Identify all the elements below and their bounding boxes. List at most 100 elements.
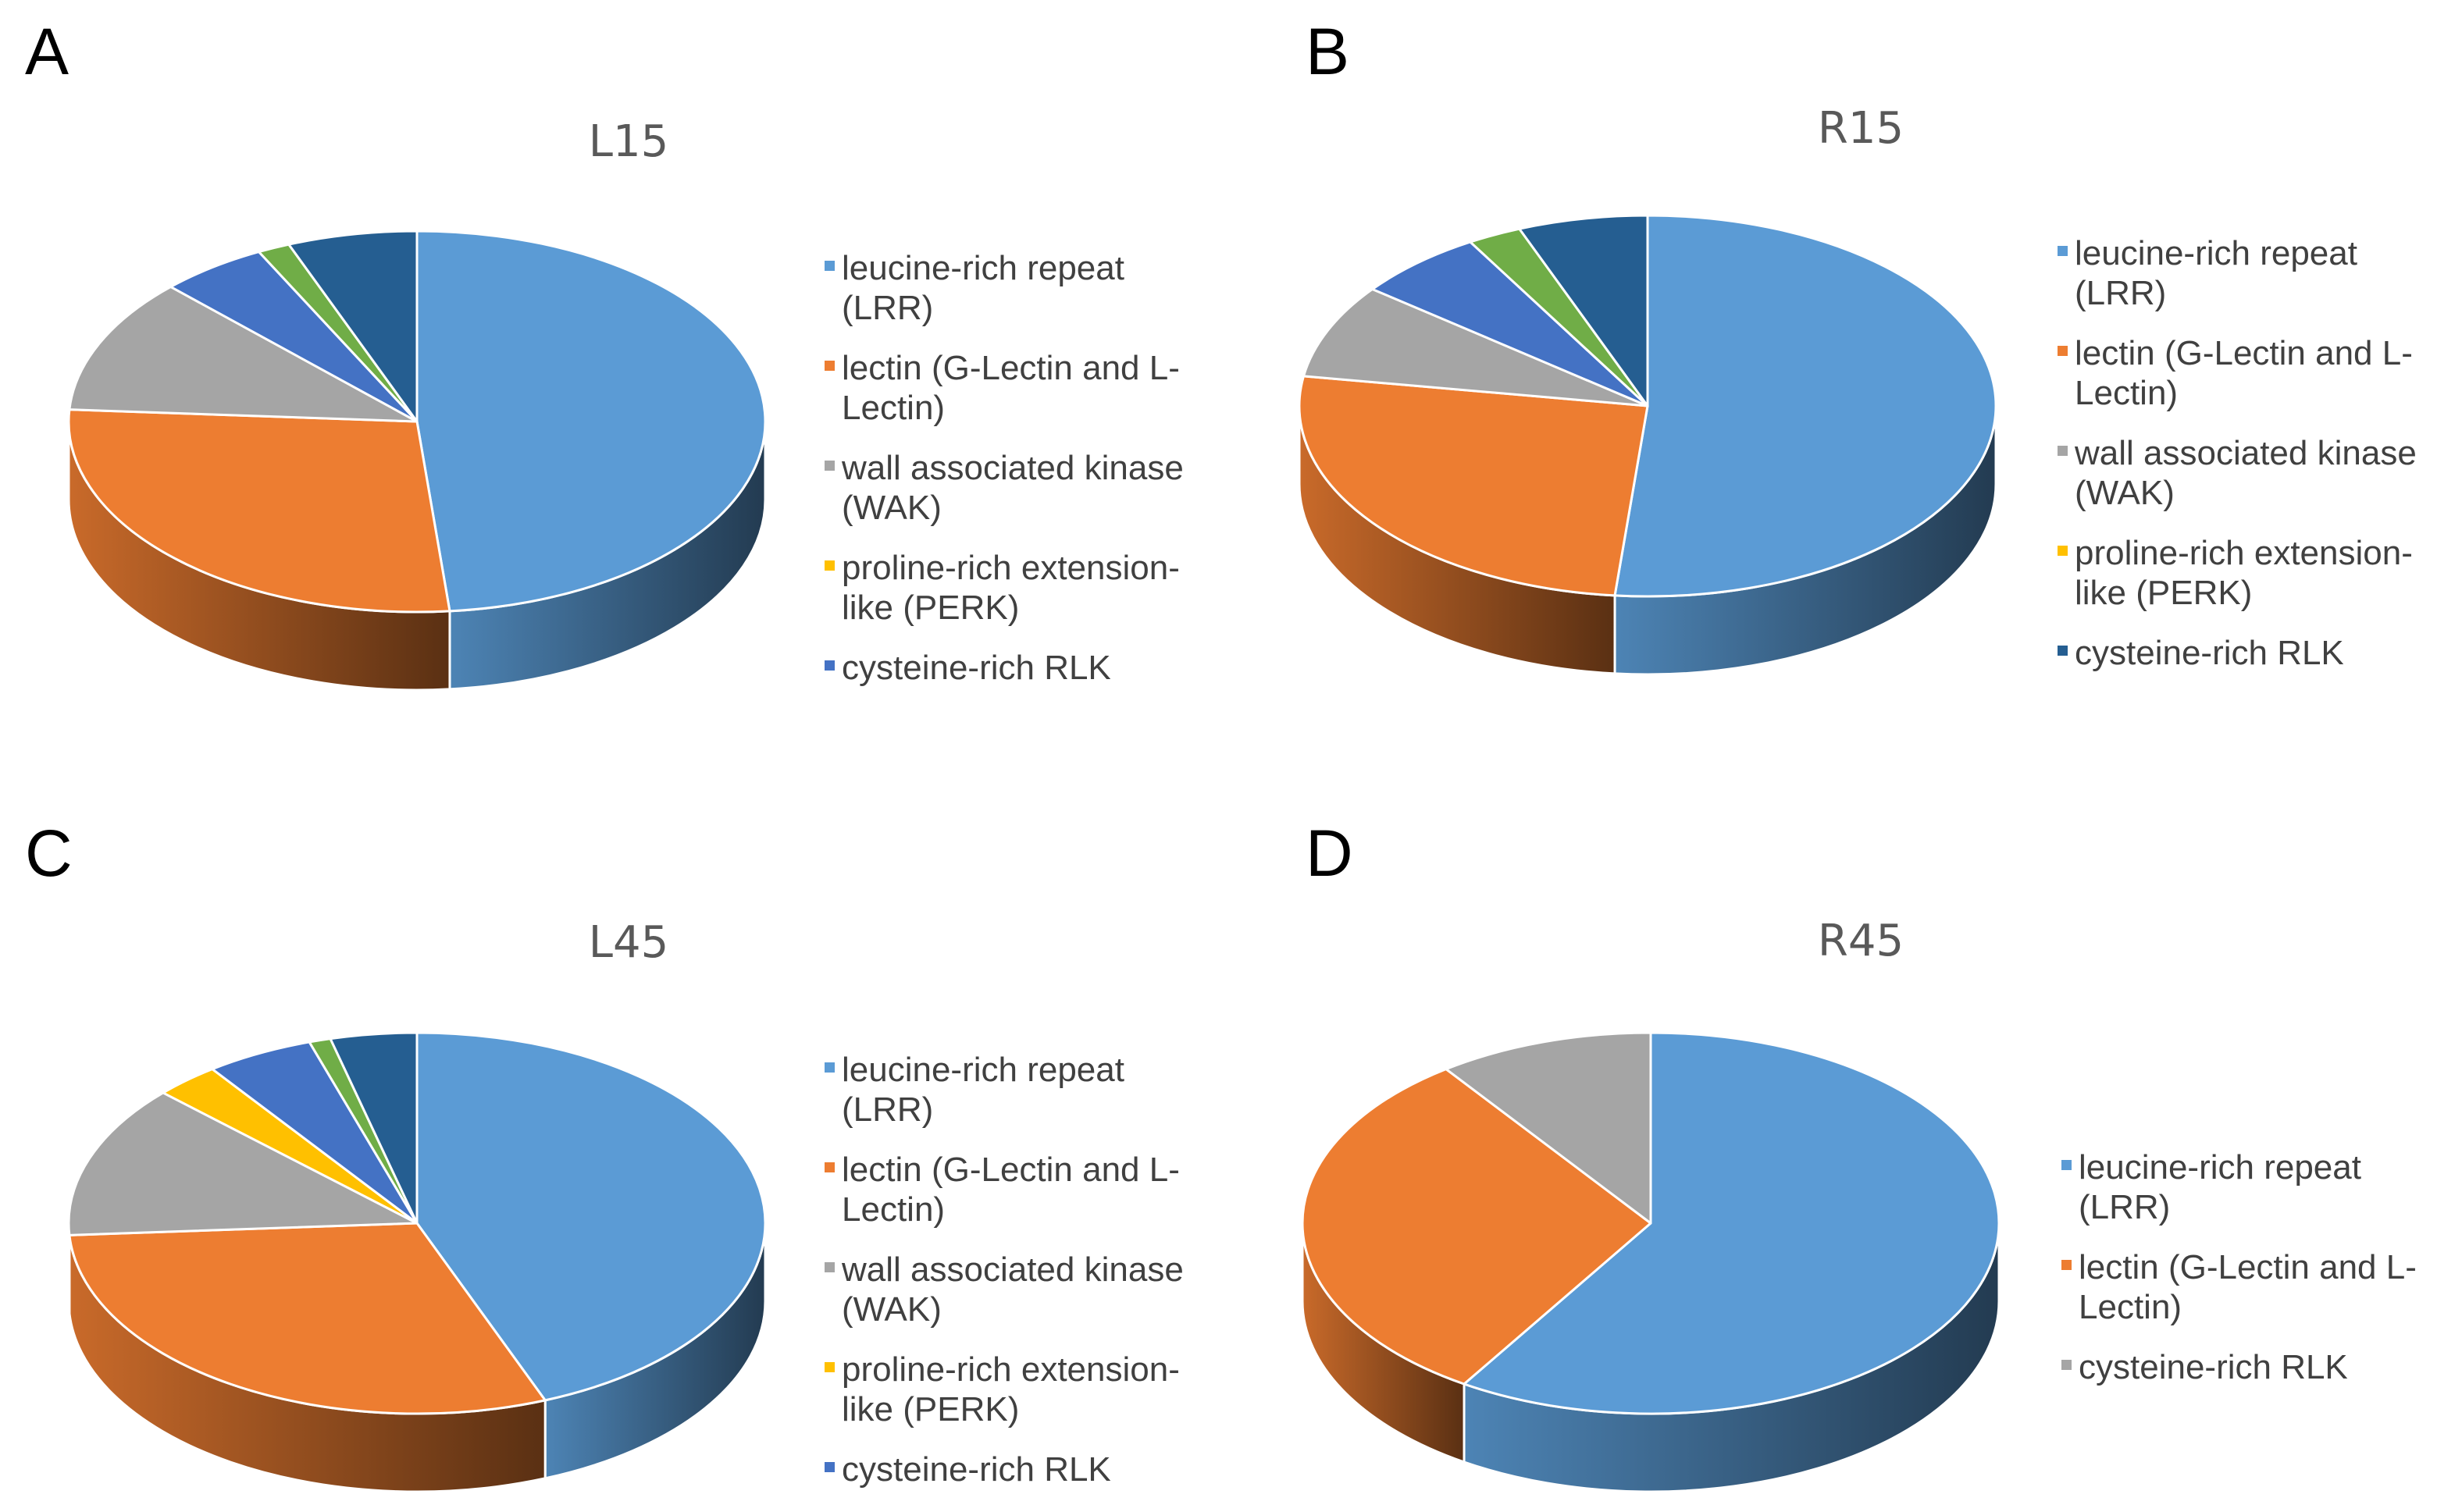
legend-marker — [825, 1262, 835, 1272]
legend-label: wall associated kinase — [2074, 434, 2417, 472]
pie-slice — [415, 1031, 767, 1402]
chart-panel-b: B R15 leucine-rich repeat(LRR) lectin (G-Le… — [1298, 15, 2417, 676]
legend-item: wall associated kinase(WAK) — [825, 449, 1184, 527]
legend-marker — [2058, 246, 2068, 256]
pie-slice — [1518, 214, 1649, 407]
legend-label: leucine-rich repeat — [842, 249, 1124, 287]
legend: leucine-rich repeat(LRR) lectin (G-Lectin… — [825, 249, 1184, 687]
legend-item: lectin (G-Lectin and L-Lectin) — [825, 349, 1180, 427]
pie-slice — [67, 408, 451, 614]
legend-label: (LRR) — [842, 289, 933, 327]
legend-item: leucine-rich repeat(LRR) — [825, 1051, 1124, 1129]
legend: leucine-rich repeat(LRR) lectin (G-Lectin… — [2058, 234, 2417, 672]
legend-marker — [825, 261, 835, 271]
chart-title: R15 — [1818, 103, 1904, 154]
pie-slice — [1371, 240, 1649, 407]
legend-marker — [825, 1062, 835, 1073]
legend-marker — [825, 1162, 835, 1172]
chart-title: R45 — [1818, 916, 1904, 966]
legend-label: proline-rich extension- — [842, 1350, 1180, 1389]
legend-item: cysteine-rich RLK — [825, 1450, 1111, 1489]
legend-label: leucine-rich repeat — [842, 1051, 1124, 1089]
legend-item: cysteine-rich RLK — [2061, 1348, 2348, 1386]
legend-label: (WAK) — [842, 1290, 942, 1329]
legend-item: leucine-rich repeat(LRR) — [2058, 234, 2357, 312]
legend-label: leucine-rich repeat — [2075, 234, 2357, 272]
legend-item: wall associated kinase(WAK) — [2058, 434, 2417, 512]
legend-marker — [825, 361, 835, 371]
legend-item: proline-rich extension-like (PERK) — [2058, 534, 2413, 612]
chart-panel-c: C L45 leucine-rich repeat(LRR) lectin (G-Le… — [25, 816, 1184, 1493]
legend-marker — [2058, 346, 2068, 356]
pie-slice — [1613, 214, 1997, 598]
legend-item: lectin (G-Lectin and L-Lectin) — [2061, 1248, 2417, 1326]
legend-label: (WAK) — [842, 489, 942, 527]
legend-label: wall associated kinase — [841, 1251, 1184, 1289]
pie-chart — [67, 1031, 767, 1493]
legend-marker — [2061, 1160, 2072, 1170]
legend-label: like (PERK) — [842, 589, 1019, 627]
legend-item: proline-rich extension-like (PERK) — [825, 549, 1180, 627]
legend-label: proline-rich extension- — [2075, 534, 2413, 572]
legend-item: cysteine-rich RLK — [2058, 634, 2344, 672]
legend-item: lectin (G-Lectin and L-Lectin) — [825, 1151, 1180, 1229]
legend-label: like (PERK) — [842, 1390, 1019, 1428]
chart-title: L15 — [589, 116, 668, 167]
pie-top — [67, 1031, 767, 1415]
legend-label: Lectin) — [2079, 1288, 2182, 1326]
legend-label: Lectin) — [842, 389, 945, 427]
legend-label: Lectin) — [842, 1190, 945, 1229]
legend-item: cysteine-rich RLK — [825, 649, 1111, 687]
panel-letter: B — [1306, 15, 1349, 88]
legend-label: Lectin) — [2075, 374, 2178, 412]
chart-panel-d: D R45 leucine-rich repeat(LRR) lectin (G-Le… — [1301, 816, 2417, 1493]
pie-top — [1301, 1031, 2001, 1415]
chart-title: L45 — [589, 917, 668, 968]
panel-letter: D — [1306, 816, 1353, 890]
legend-marker — [2061, 1260, 2072, 1270]
pie-slice — [415, 229, 767, 613]
legend-label: cysteine-rich RLK — [2075, 634, 2344, 672]
legend-marker — [825, 1362, 835, 1372]
pie-slice — [1302, 287, 1649, 407]
panel-letter: A — [25, 15, 69, 88]
legend-item: proline-rich extension-like (PERK) — [825, 1350, 1180, 1428]
legend-item: leucine-rich repeat(LRR) — [2061, 1148, 2361, 1226]
legend-label: lectin (G-Lectin and L- — [842, 1151, 1180, 1189]
legend-label: cysteine-rich RLK — [842, 1450, 1111, 1489]
pie-slice — [1445, 1031, 1652, 1225]
legend-item: leucine-rich repeat(LRR) — [825, 249, 1124, 327]
pie-chart — [1298, 214, 1997, 676]
chart-panel-a: A L15 leucine-rich repeat(LRR) lectin (G-Le… — [25, 15, 1184, 692]
pie-slice — [287, 229, 419, 423]
legend-label: proline-rich extension- — [842, 549, 1180, 587]
pie-slice — [1301, 1068, 1652, 1386]
legend-marker — [825, 1462, 835, 1472]
legend-item: lectin (G-Lectin and L-Lectin) — [2058, 334, 2413, 412]
legend-label: (LRR) — [842, 1090, 933, 1129]
legend-label: wall associated kinase — [841, 449, 1184, 487]
legend-label: lectin (G-Lectin and L- — [2075, 334, 2413, 372]
pie-chart — [67, 229, 767, 692]
pie-slice — [67, 1091, 419, 1236]
pie-top — [67, 229, 767, 614]
pie-top — [1298, 214, 1997, 598]
legend-marker — [2058, 446, 2068, 456]
legend-label: leucine-rich repeat — [2079, 1148, 2361, 1186]
legend-label: lectin (G-Lectin and L- — [2079, 1248, 2417, 1286]
legend: leucine-rich repeat(LRR) lectin (G-Lectin… — [2061, 1148, 2417, 1386]
legend-label: cysteine-rich RLK — [2079, 1348, 2348, 1386]
legend-label: like (PERK) — [2075, 574, 2252, 612]
legend-label: cysteine-rich RLK — [842, 649, 1111, 687]
legend-item: wall associated kinase(WAK) — [825, 1251, 1184, 1329]
legend-marker — [2058, 546, 2068, 556]
pie-chart — [1301, 1031, 2001, 1493]
pie-slice — [1298, 375, 1649, 597]
legend-marker — [825, 660, 835, 671]
legend: leucine-rich repeat(LRR) lectin (G-Lectin… — [825, 1051, 1184, 1489]
pie-slice — [1463, 1031, 2001, 1415]
panel-letter: C — [25, 816, 73, 890]
legend-label: (LRR) — [2075, 274, 2166, 312]
legend-label: (LRR) — [2079, 1188, 2170, 1226]
